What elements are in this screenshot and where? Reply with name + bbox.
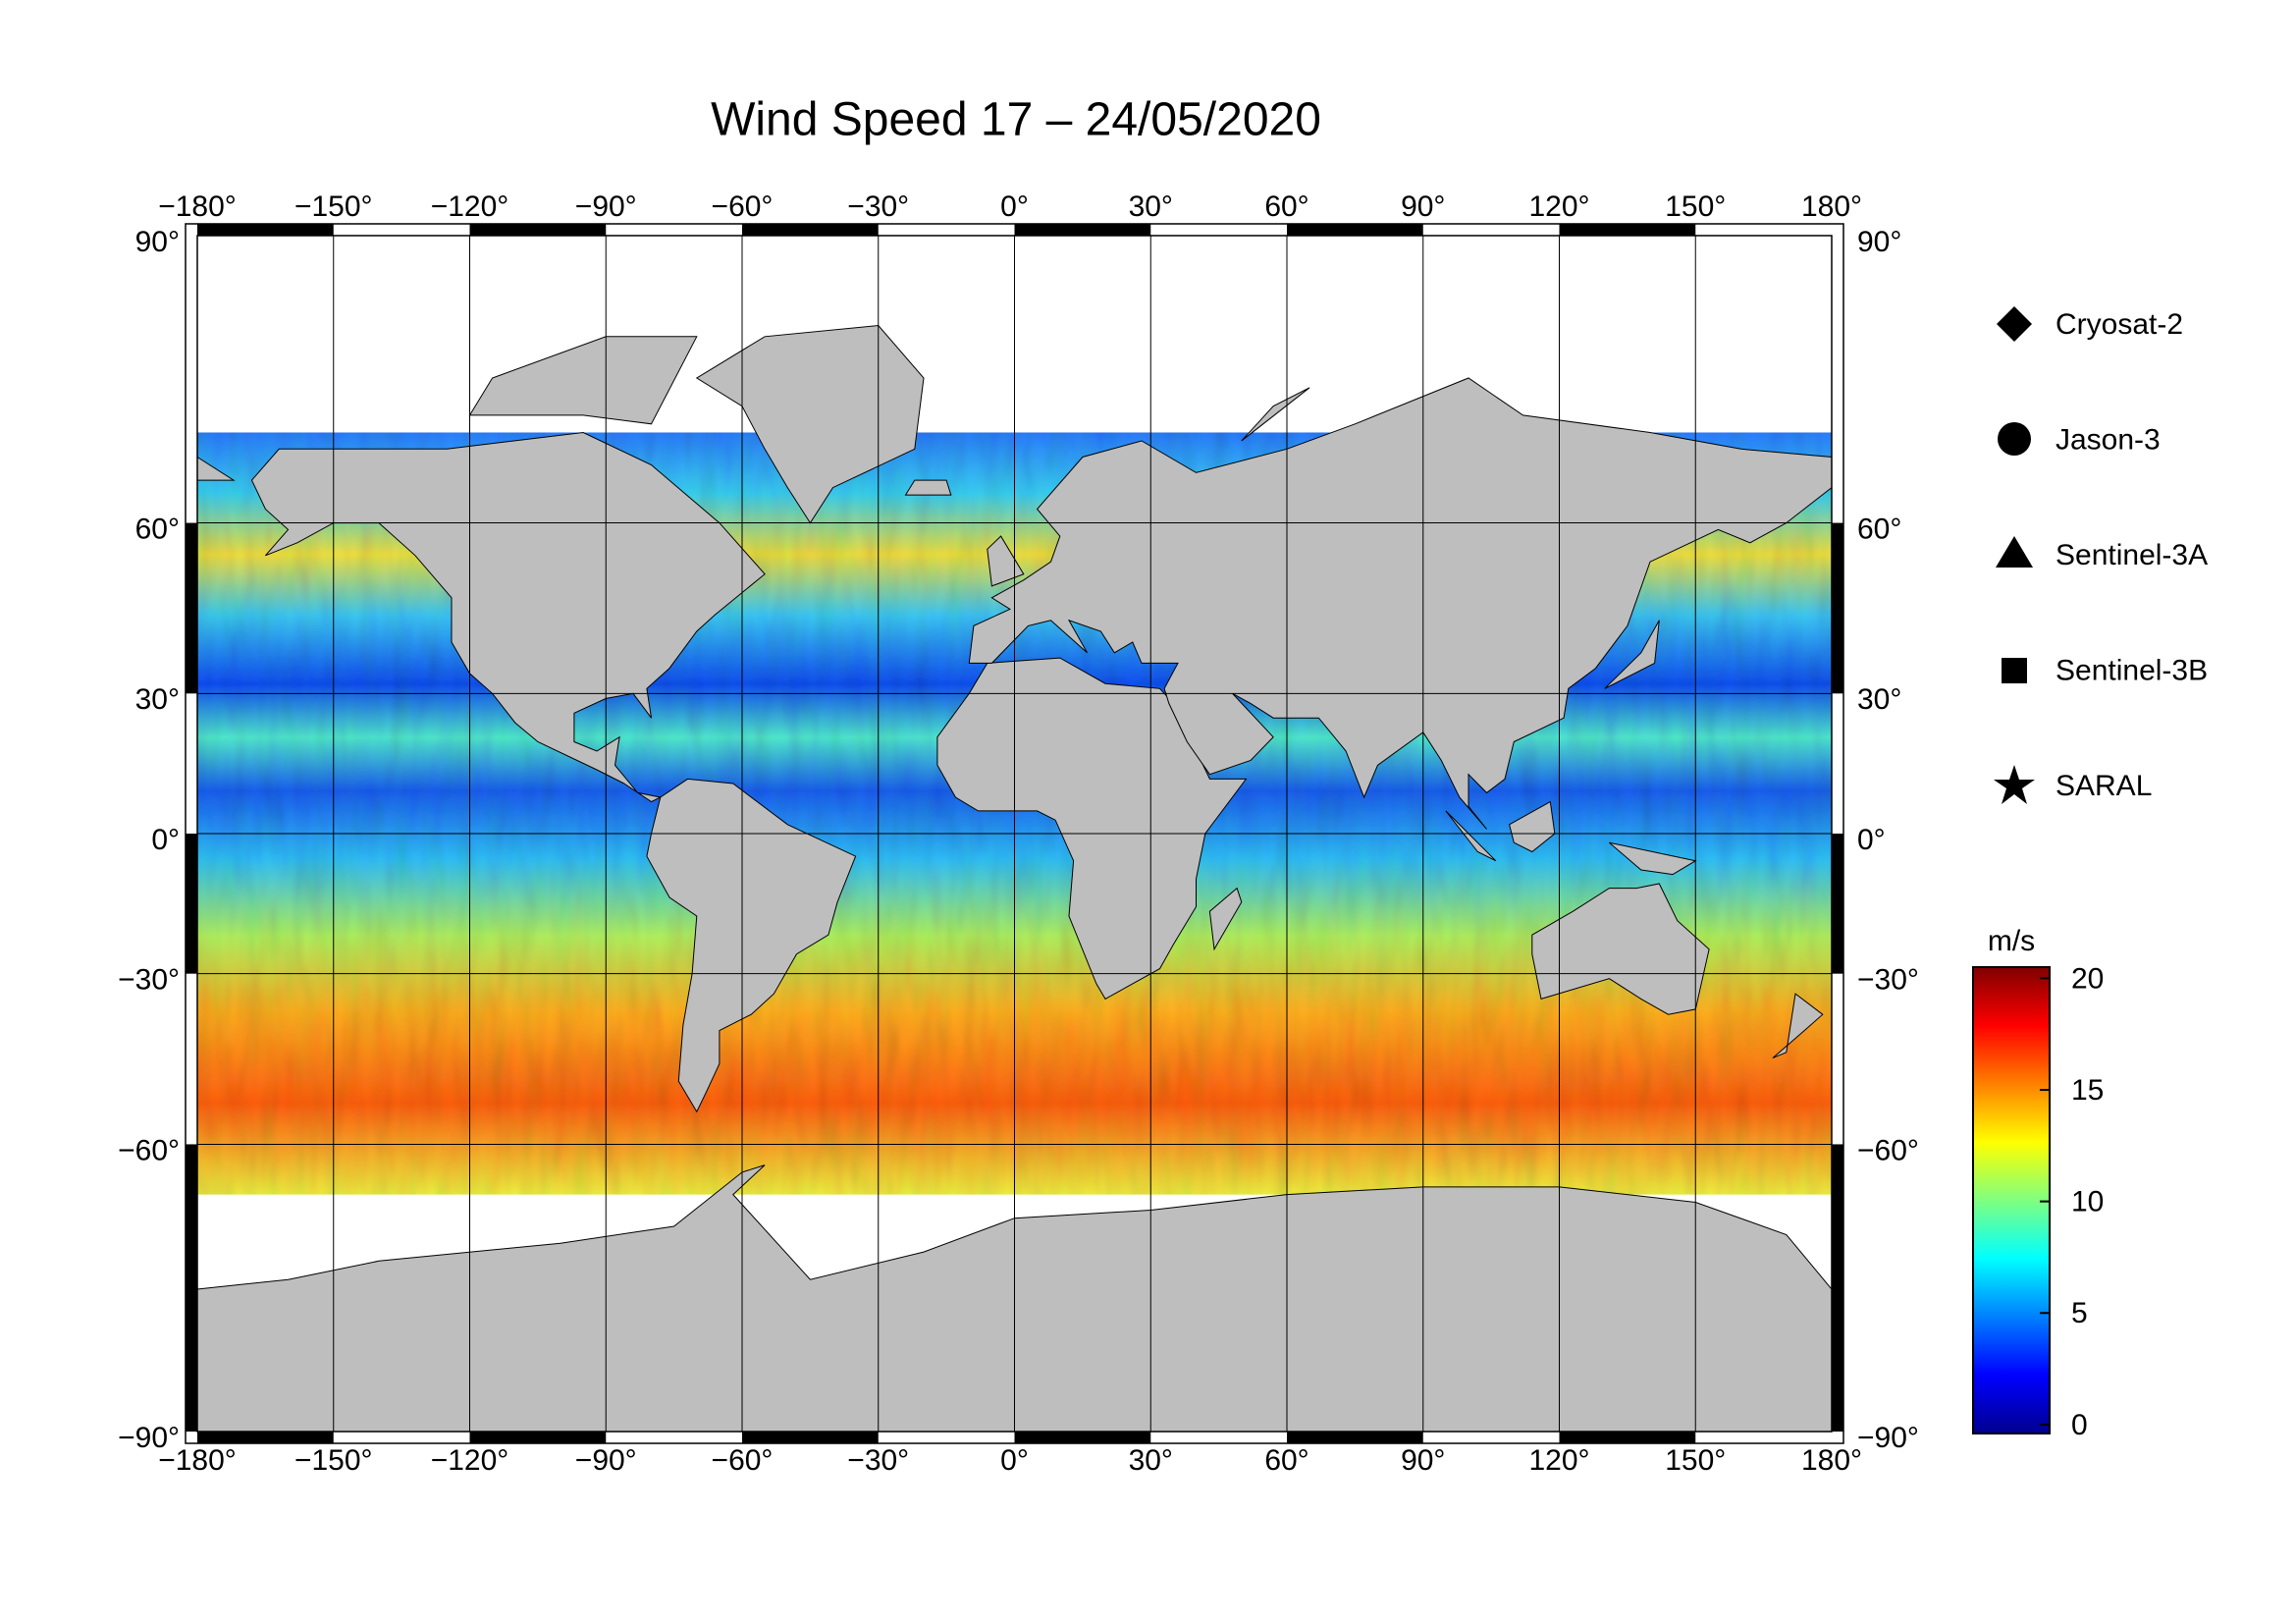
y-tick-label: −90°	[118, 1422, 180, 1454]
frame-bar	[186, 1144, 197, 1433]
x-tick-label: 180°	[1801, 190, 1862, 223]
x-tick-label: −150°	[294, 1444, 373, 1477]
x-tick-label: 30°	[1129, 1444, 1173, 1477]
landmass	[904, 479, 952, 496]
y-tick-label: 60°	[1857, 513, 1901, 545]
y-tick-label: −90°	[1857, 1422, 1919, 1454]
frame-bar	[742, 1432, 879, 1444]
map-frame	[196, 235, 1833, 1433]
y-tick-label: 60°	[135, 513, 180, 545]
x-tick-label: 60°	[1264, 1444, 1308, 1477]
frame-bar	[186, 834, 197, 974]
landmass	[1208, 887, 1243, 951]
x-tick-label: −120°	[431, 190, 509, 223]
x-tick-label: −180°	[158, 190, 237, 223]
legend-label: Sentinel-3B	[2056, 654, 2208, 686]
y-tick-label: −30°	[1857, 964, 1919, 997]
y-tick-label: 30°	[1857, 683, 1901, 716]
colorbar-tick-label: 5	[2071, 1297, 2088, 1329]
x-tick-label: 60°	[1264, 190, 1308, 223]
colorbar-label: m/s	[1988, 925, 2035, 957]
frame-bar	[1559, 1432, 1696, 1444]
x-tick-label: 150°	[1665, 190, 1726, 223]
x-tick-label: −60°	[712, 190, 774, 223]
x-tick-label: 90°	[1401, 190, 1445, 223]
frame-bar	[1832, 522, 1843, 694]
y-tick-label: −30°	[118, 964, 180, 997]
x-tick-label: −90°	[575, 1444, 637, 1477]
landmass	[1609, 841, 1697, 876]
y-tick-label: 0°	[151, 824, 180, 856]
colorbar-tick-label: 15	[2071, 1074, 2104, 1107]
landmass	[695, 324, 925, 524]
colorbar-tick-label: 10	[2071, 1186, 2104, 1218]
frame-bar	[1014, 1432, 1151, 1444]
frame-bar	[469, 1432, 607, 1444]
x-tick-label: 0°	[1000, 1444, 1029, 1477]
legend-symbol-star	[1994, 765, 2035, 804]
frame-bar	[197, 1432, 334, 1444]
y-tick-label: 0°	[1857, 824, 1886, 856]
legend-label: Jason-3	[2056, 423, 2161, 456]
colorbar-tick-label: 0	[2071, 1409, 2088, 1441]
frame-bar	[1014, 223, 1151, 236]
colorbar-tick-label: 20	[2071, 962, 2104, 995]
legend-symbol-square	[2002, 658, 2027, 683]
frame-bar	[742, 223, 879, 236]
y-tick-label: −60°	[1857, 1134, 1919, 1166]
x-tick-label: −30°	[847, 1444, 909, 1477]
frame-bar	[197, 223, 334, 236]
landmass	[1241, 387, 1310, 442]
frame-bar	[1832, 834, 1843, 974]
landmass	[1509, 800, 1556, 853]
y-tick-label: −60°	[118, 1134, 180, 1166]
landmass	[468, 336, 698, 425]
x-tick-label: −60°	[712, 1444, 774, 1477]
x-tick-label: 180°	[1801, 1444, 1862, 1477]
x-tick-label: 90°	[1401, 1444, 1445, 1477]
x-tick-label: 150°	[1665, 1444, 1726, 1477]
x-tick-label: 0°	[1000, 190, 1029, 223]
x-tick-label: 120°	[1528, 1444, 1589, 1477]
landmass	[1531, 883, 1710, 1015]
legend-symbol-diamond	[1997, 306, 2032, 342]
x-tick-label: −30°	[847, 190, 909, 223]
legend-symbol-circle	[1998, 422, 2031, 456]
frame-bar	[469, 223, 607, 236]
colorbar: m/s 0 5 10 15 20	[1972, 925, 2104, 1441]
landmass	[250, 431, 766, 803]
x-tick-label: 120°	[1528, 190, 1589, 223]
x-tick-label: −90°	[575, 190, 637, 223]
x-tick-label: −180°	[158, 1444, 237, 1477]
landmass	[1445, 810, 1497, 862]
legend-label: Cryosat-2	[2056, 308, 2183, 341]
y-tick-label: 90°	[135, 226, 180, 258]
frame-bar	[1832, 1144, 1843, 1433]
landmass	[1604, 620, 1660, 689]
x-tick-label: 30°	[1129, 190, 1173, 223]
legend-label: SARAL	[2056, 770, 2152, 802]
y-tick-label: 90°	[1857, 226, 1901, 258]
map-area: −180° −180° −150° −150° −120° −120° −90° −90° −6…	[118, 190, 1919, 1477]
x-tick-label: −150°	[294, 190, 373, 223]
map-title: Wind Speed 17 – 24/05/2020	[711, 94, 1321, 146]
colorbar-ramp	[1972, 966, 2051, 1434]
y-tick-label: 30°	[135, 683, 180, 716]
landmass	[968, 377, 1833, 830]
x-tick-label: −120°	[431, 1444, 509, 1477]
map-frame	[185, 223, 1844, 1444]
legend-symbol-triangle	[1996, 536, 2033, 568]
frame-bar	[186, 522, 197, 694]
landmass	[646, 778, 857, 1113]
legend-label: Sentinel-3A	[2056, 539, 2208, 571]
landmass	[1772, 993, 1824, 1059]
legend: Cryosat-2 Jason-3 Sentinel-3A Sentinel-3B SA…	[1994, 306, 2208, 804]
frame-bar	[1559, 223, 1696, 236]
frame-bar	[1287, 1432, 1423, 1444]
frame-bar	[1287, 223, 1423, 236]
